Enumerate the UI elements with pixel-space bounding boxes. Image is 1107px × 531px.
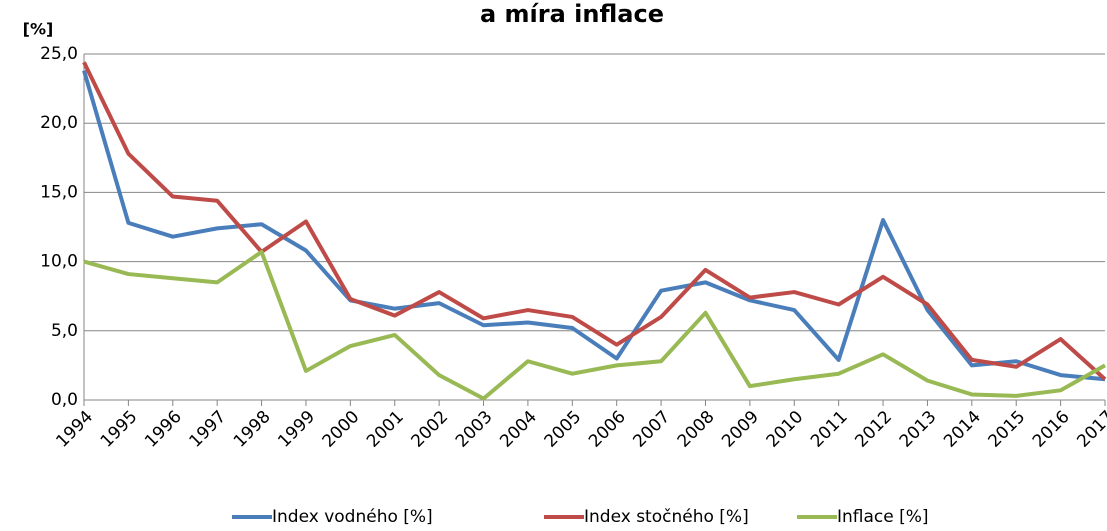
x-tick-label: 2010 xyxy=(763,407,808,452)
x-tick-label: 2001 xyxy=(363,407,408,452)
x-tick-label: 2005 xyxy=(541,407,586,452)
x-tick-label: 2000 xyxy=(319,407,364,452)
legend-label: Index stočného [%] xyxy=(584,507,749,527)
x-tick-label: 2002 xyxy=(407,407,452,452)
x-tick-label: 1999 xyxy=(274,407,319,452)
x-tick-label: 2013 xyxy=(896,407,941,452)
x-tick-label: 2017 xyxy=(1073,407,1107,452)
x-tick-label: 2014 xyxy=(940,407,985,452)
x-tick-label: 2015 xyxy=(985,407,1030,452)
y-tick-label: 20,0 xyxy=(40,113,78,133)
x-tick-label: 2011 xyxy=(807,407,852,452)
y-tick-label: 15,0 xyxy=(40,182,78,202)
x-tick-label: 2009 xyxy=(718,407,763,452)
y-tick-label: 0,0 xyxy=(51,390,78,410)
y-axis-label: [%] xyxy=(23,20,54,39)
x-tick-label: 1996 xyxy=(141,407,186,452)
y-tick-label: 25,0 xyxy=(40,44,78,64)
x-tick-label: 1997 xyxy=(186,407,231,452)
line-series xyxy=(82,70,1106,382)
line-series xyxy=(83,249,1106,401)
x-tick-label: 2012 xyxy=(851,407,896,452)
x-tick-label: 2003 xyxy=(452,407,497,452)
x-tick-label: 2004 xyxy=(496,407,541,452)
x-tick-label: 2008 xyxy=(674,407,719,452)
x-tick-label: 2016 xyxy=(1029,407,1074,452)
y-tick-label: 5,0 xyxy=(51,321,78,341)
y-tick-label: 10,0 xyxy=(40,252,78,272)
x-tick-label: 1994 xyxy=(52,407,97,452)
x-tick-label: 2007 xyxy=(629,407,674,452)
x-tick-label: 2006 xyxy=(585,407,630,452)
legend-label: Inflace [%] xyxy=(837,507,929,527)
x-tick-label: 1995 xyxy=(97,407,142,452)
line-series xyxy=(82,61,1107,381)
legend-label: Index vodného [%] xyxy=(272,507,433,527)
x-tick-label: 1998 xyxy=(230,407,275,452)
chart-title: a míra inflace xyxy=(480,0,664,28)
